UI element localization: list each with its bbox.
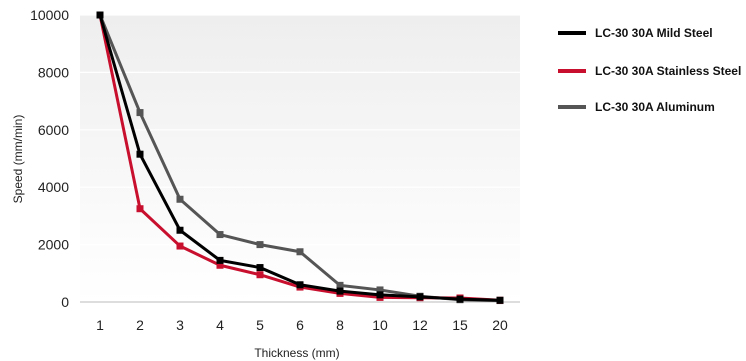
legend: LC-30 30A Mild Steel LC-30 30A Stainless … [558,26,741,114]
y-tick-label: 6000 [38,122,69,138]
data-point [416,293,424,301]
y-axis-title: Speed (mm/min) [11,115,25,204]
x-axis-title: Thickness (mm) [254,346,339,360]
data-point [336,281,344,289]
gridlines [80,14,520,303]
data-point [256,271,264,279]
series-0 [96,11,504,304]
x-tick-label: 10 [372,317,388,333]
plot-area [80,15,520,302]
data-point [136,109,144,117]
y-tick-label: 10000 [30,7,69,23]
data-point [376,291,384,299]
data-point [216,261,224,269]
x-tick-label: 12 [412,317,428,333]
x-tick-label: 15 [452,317,468,333]
x-tick-label: 20 [492,317,508,333]
data-point [176,226,184,234]
y-tick-label: 2000 [38,237,69,253]
data-point [136,205,144,213]
data-point [296,281,304,289]
y-axis-ticks: 0 2000 4000 6000 8000 10000 [30,7,69,310]
data-point [176,242,184,250]
data-point [296,248,304,256]
data-point [496,296,504,304]
x-tick-label: 3 [176,317,184,333]
series-group [96,11,504,305]
y-tick-label: 4000 [38,179,69,195]
x-tick-label: 8 [336,317,344,333]
legend-label: LC-30 30A Aluminum [595,100,715,114]
x-axis-ticks: 1 2 3 4 5 6 8 10 12 15 20 [96,317,508,333]
x-tick-label: 6 [296,317,304,333]
data-point [376,286,384,294]
x-tick-label: 2 [136,317,144,333]
y-tick-label: 0 [61,294,69,310]
x-tick-label: 4 [216,317,224,333]
data-point [216,231,224,239]
x-tick-label: 1 [96,317,104,333]
data-point [456,295,464,303]
data-point [136,150,144,158]
y-tick-label: 8000 [38,64,69,80]
data-point [256,241,264,249]
data-point [256,264,264,272]
x-tick-label: 5 [256,317,264,333]
data-point [336,287,344,295]
legend-label: LC-30 30A Mild Steel [595,26,713,40]
data-point [176,195,184,203]
data-point [216,256,224,264]
legend-label: LC-30 30A Stainless Steel [595,64,741,78]
data-point [96,11,104,19]
